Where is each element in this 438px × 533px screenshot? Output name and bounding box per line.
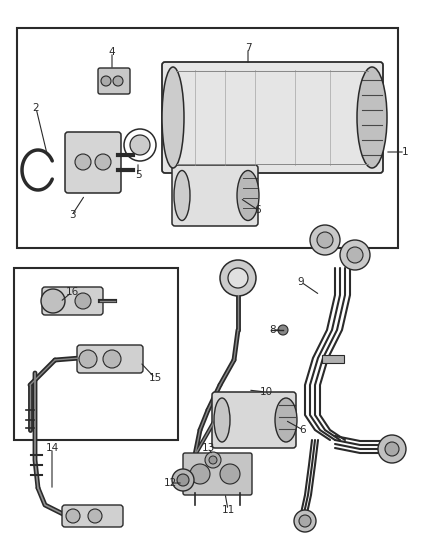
Circle shape xyxy=(209,456,217,464)
Text: 8: 8 xyxy=(270,325,276,335)
Text: 6: 6 xyxy=(300,425,306,435)
Ellipse shape xyxy=(174,171,190,221)
Text: 16: 16 xyxy=(65,287,79,297)
Circle shape xyxy=(190,464,210,484)
Circle shape xyxy=(75,154,91,170)
Text: 2: 2 xyxy=(33,103,39,113)
Text: 14: 14 xyxy=(46,443,59,453)
Text: 3: 3 xyxy=(69,210,75,220)
Circle shape xyxy=(205,452,221,468)
FancyBboxPatch shape xyxy=(183,453,252,495)
Circle shape xyxy=(220,260,256,296)
Circle shape xyxy=(310,225,340,255)
Text: 7: 7 xyxy=(245,43,251,53)
Circle shape xyxy=(347,247,363,263)
FancyBboxPatch shape xyxy=(98,68,130,94)
Circle shape xyxy=(340,240,370,270)
Circle shape xyxy=(79,350,97,368)
Text: 12: 12 xyxy=(163,478,177,488)
Circle shape xyxy=(88,509,102,523)
Ellipse shape xyxy=(162,67,184,168)
Text: 10: 10 xyxy=(259,387,272,397)
FancyBboxPatch shape xyxy=(212,392,296,448)
Ellipse shape xyxy=(275,398,297,442)
Text: 5: 5 xyxy=(135,170,141,180)
Text: 4: 4 xyxy=(109,47,115,57)
Circle shape xyxy=(385,442,399,456)
Circle shape xyxy=(103,350,121,368)
Ellipse shape xyxy=(214,398,230,442)
Circle shape xyxy=(95,154,111,170)
Circle shape xyxy=(220,464,240,484)
Circle shape xyxy=(66,509,80,523)
Bar xyxy=(322,355,344,363)
Circle shape xyxy=(378,435,406,463)
Circle shape xyxy=(75,293,91,309)
Circle shape xyxy=(299,515,311,527)
Circle shape xyxy=(124,129,156,161)
Text: 15: 15 xyxy=(148,373,162,383)
Circle shape xyxy=(278,325,288,335)
Circle shape xyxy=(317,232,333,248)
Circle shape xyxy=(41,289,65,313)
FancyBboxPatch shape xyxy=(42,287,103,315)
FancyBboxPatch shape xyxy=(162,62,383,173)
FancyBboxPatch shape xyxy=(62,505,123,527)
Text: 13: 13 xyxy=(201,443,215,453)
Ellipse shape xyxy=(237,171,259,221)
FancyBboxPatch shape xyxy=(77,345,143,373)
Circle shape xyxy=(113,76,123,86)
FancyBboxPatch shape xyxy=(172,165,258,226)
FancyBboxPatch shape xyxy=(65,132,121,193)
Text: 9: 9 xyxy=(298,277,304,287)
Circle shape xyxy=(177,474,189,486)
Circle shape xyxy=(172,469,194,491)
Circle shape xyxy=(294,510,316,532)
Circle shape xyxy=(228,268,248,288)
Text: 11: 11 xyxy=(221,505,235,515)
Circle shape xyxy=(101,76,111,86)
Circle shape xyxy=(130,135,150,155)
Ellipse shape xyxy=(357,67,387,168)
Text: 1: 1 xyxy=(402,147,408,157)
Bar xyxy=(17,28,398,248)
Text: 6: 6 xyxy=(254,205,261,215)
Bar xyxy=(14,268,178,440)
